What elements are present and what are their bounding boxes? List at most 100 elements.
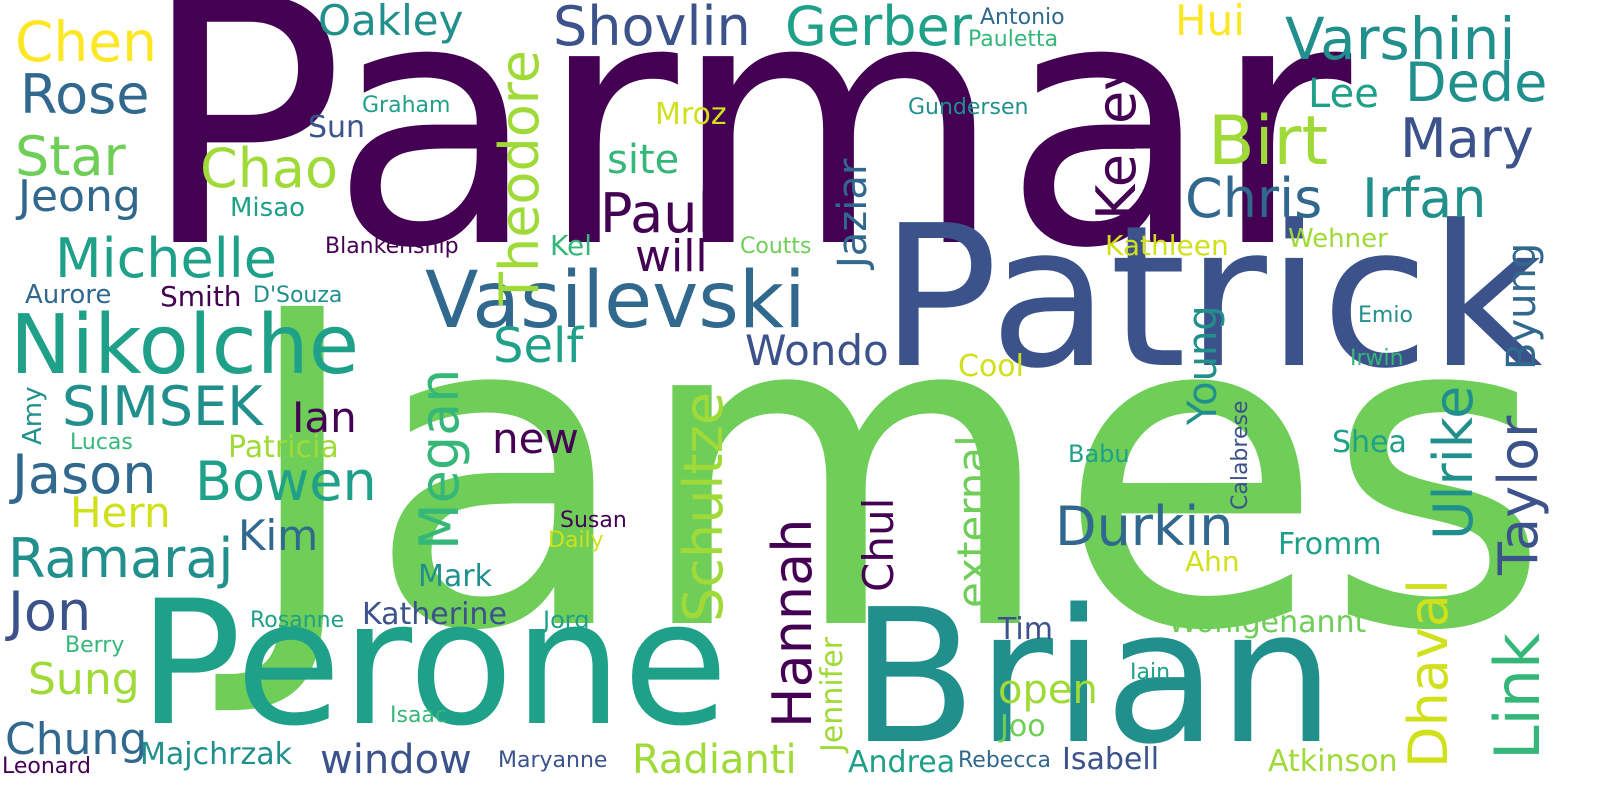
word-link: Link (1481, 633, 1554, 760)
word-new: new (492, 414, 579, 463)
word-theodore: Theodore (488, 49, 551, 305)
word-shea: Shea (1332, 425, 1407, 460)
word-d-souza: D'Souza (253, 283, 343, 308)
word-mroz: Mroz (655, 97, 727, 132)
word-jennifer: Jennifer (815, 636, 850, 752)
word-michelle: Michelle (55, 227, 277, 290)
word-nikolche: Nikolche (10, 298, 360, 393)
word-cool: Cool (958, 349, 1024, 384)
word-hannah: Hannah (761, 518, 824, 728)
word-varshini: Varshini (1285, 5, 1516, 73)
word-isabell: Isabell (1062, 742, 1160, 777)
word-rose: Rose (20, 63, 150, 126)
word-james: James (238, 219, 1551, 726)
word-fromm: Fromm (1278, 527, 1382, 562)
word-vasilevski: Vasilevski (425, 256, 806, 346)
word-pauletta: Pauletta (968, 27, 1059, 52)
word-radianti: Radianti (632, 737, 797, 783)
word-graham: Graham (362, 93, 451, 118)
word-open: open (998, 667, 1098, 713)
word-kel: Kel (550, 229, 592, 262)
word-will: will (635, 231, 708, 282)
word-patricia: Patricia (228, 430, 339, 465)
word-coutts: Coutts (740, 234, 812, 259)
word-jorg: Jorg (543, 606, 590, 634)
word-babu: Babu (1068, 440, 1130, 468)
word-gerber: Gerber (785, 0, 972, 58)
word-chris: Chris (1185, 167, 1323, 230)
word-joo: Joo (1000, 709, 1046, 744)
word-self: Self (493, 318, 584, 374)
word-mark: Mark (418, 559, 492, 594)
word-isaac: Isaac (390, 703, 448, 728)
word-bowen: Bowen (195, 450, 377, 513)
word-irfan: Irfan (1362, 167, 1487, 230)
word-rebecca: Rebecca (958, 748, 1052, 773)
word-birt: Birt (1208, 102, 1329, 181)
word-daily: Daily (548, 528, 604, 553)
word-taylor: Taylor (1487, 415, 1550, 575)
word-megan: Megan (408, 368, 471, 550)
word-chul: Chul (854, 497, 903, 592)
word-simsek: SIMSEK (62, 375, 263, 438)
word-antonio: Antonio (980, 5, 1065, 30)
word-susan: Susan (560, 508, 627, 533)
word-maryanne: Maryanne (498, 748, 608, 773)
word-leonard: Leonard (2, 754, 91, 779)
word-patrick: Patrick (880, 184, 1543, 412)
word-berry: Berry (65, 633, 125, 658)
word-irwin: Irwin (1350, 346, 1404, 371)
word-emio: Emio (1358, 303, 1413, 328)
word-ramaraj: Ramaraj (8, 527, 234, 590)
word-smith: Smith (160, 280, 242, 313)
word-mary: Mary (1400, 107, 1534, 170)
word-parmar: Parmar (140, 0, 1352, 323)
word-wohlgenannt: Wohlgenannt (1168, 605, 1367, 640)
word-amy: Amy (18, 386, 48, 446)
word-perone: Perone (138, 563, 729, 764)
word-byung: Byung (1499, 242, 1545, 370)
word-hui: Hui (1175, 0, 1245, 45)
word-young: Young (1180, 305, 1226, 425)
word-wehner: Wehner (1288, 224, 1388, 254)
word-rosanne: Rosanne (250, 608, 345, 633)
word-jeong: Jeong (18, 171, 141, 222)
word-sun: Sun (308, 110, 366, 145)
word-ulrike: Ulrike (1422, 385, 1485, 540)
word-lucas: Lucas (70, 430, 133, 455)
word-jason: Jason (12, 443, 157, 506)
word-oakley: Oakley (318, 0, 464, 45)
word-chen: Chen (15, 10, 157, 74)
word-wondo: Wondo (745, 326, 889, 375)
word-jon: Jon (8, 580, 92, 643)
word-sung: Sung (28, 654, 140, 705)
word-kelley: Kelley (1085, 58, 1148, 220)
word-ian: Ian (292, 393, 357, 442)
word-dhaval: Dhaval (1397, 579, 1460, 768)
word-shovlin: Shovlin (553, 0, 751, 58)
word-schultze: Schultze (672, 391, 735, 622)
word-majchrzak: Majchrzak (140, 737, 292, 772)
word-paul: Paul (600, 182, 713, 245)
word-gundersen: Gundersen (908, 95, 1029, 120)
word-star: Star (15, 125, 126, 188)
word-calabrese: Calabrese (1228, 400, 1253, 511)
word-kim: Kim (238, 511, 319, 560)
word-aurore: Aurore (25, 280, 112, 310)
word-lee: Lee (1308, 71, 1379, 117)
word-jaziar: Jaziar (830, 158, 876, 268)
word-durkin: Durkin (1055, 495, 1234, 558)
word-kathleen: Kathleen (1105, 229, 1229, 262)
word-brian: Brian (850, 569, 1335, 785)
word-atkinson: Atkinson (1268, 744, 1398, 779)
word-tim: Tim (998, 612, 1053, 647)
word-window: window (320, 737, 472, 783)
word-misao: Misao (230, 193, 306, 223)
word-blankenship: Blankenship (325, 234, 459, 259)
word-katherine: Katherine (362, 597, 507, 632)
word-chung: Chung (5, 714, 148, 765)
word-chao: Chao (200, 137, 339, 200)
word-external: external (948, 435, 997, 608)
word-hern: Hern (70, 488, 171, 537)
